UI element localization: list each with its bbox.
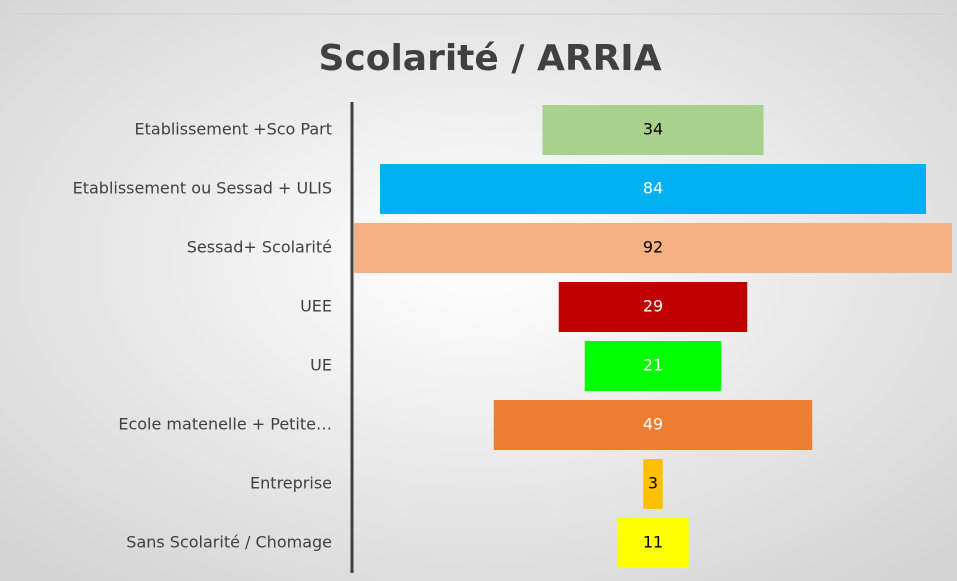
value-label: 11: [643, 533, 663, 552]
funnel-bar: [380, 164, 926, 214]
category-label: Etablissement +Sco Part: [135, 120, 333, 139]
funnel-bar: [493, 400, 813, 450]
value-label: 21: [643, 356, 663, 375]
value-label: 84: [643, 179, 663, 198]
category-label: Sessad+ Scolarité: [187, 238, 332, 257]
funnel-bar: [584, 341, 722, 391]
value-label: 34: [643, 120, 663, 139]
category-label: Sans Scolarité / Chomage: [126, 533, 332, 552]
value-label: 29: [643, 297, 663, 316]
funnel-bar: [643, 459, 663, 509]
category-label: UEE: [300, 297, 332, 316]
funnel-bar: [542, 105, 764, 155]
chart-title: Scolarité / ARRIA: [318, 38, 661, 79]
value-label: 49: [643, 415, 663, 434]
value-label: 92: [643, 238, 663, 257]
funnel-bar: [558, 282, 748, 332]
category-label: Etablissement ou Sessad + ULIS: [73, 179, 332, 198]
value-label: 3: [648, 474, 658, 493]
funnel-bar: [354, 223, 952, 273]
category-label: Ecole matenelle + Petite…: [118, 415, 332, 434]
category-label: UE: [310, 356, 332, 375]
category-label: Entreprise: [250, 474, 332, 493]
funnel-bar: [617, 518, 689, 568]
